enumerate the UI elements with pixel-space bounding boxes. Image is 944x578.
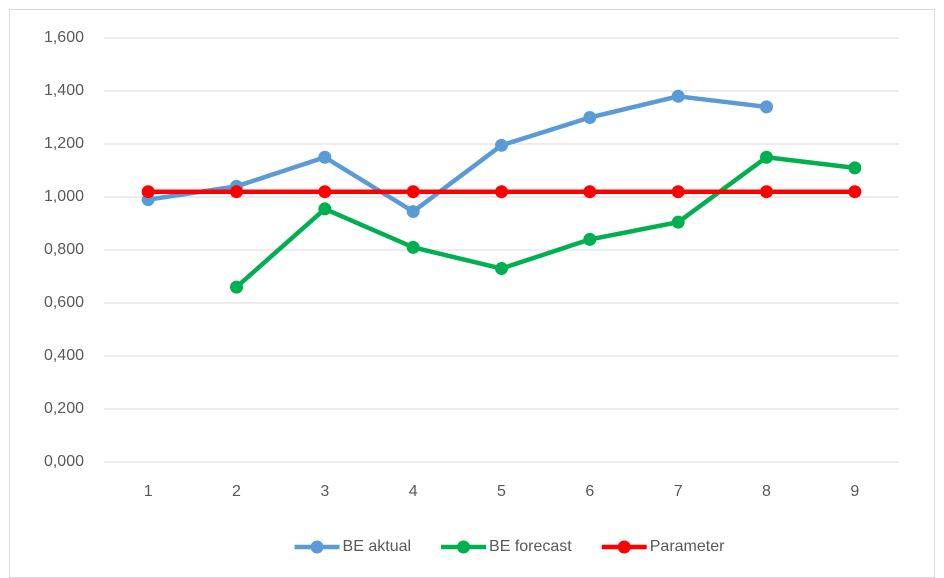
data-point — [495, 138, 508, 152]
data-point — [495, 262, 508, 276]
data-point — [230, 280, 243, 294]
legend-swatch-marker — [310, 540, 324, 554]
data-point — [406, 185, 420, 199]
data-point — [318, 150, 332, 164]
y-tick-label: 0,600 — [44, 294, 84, 311]
legend-swatch-marker — [457, 540, 471, 554]
x-tick-label: 5 — [497, 483, 506, 500]
data-point — [671, 89, 685, 103]
series-line — [234, 155, 858, 290]
data-point — [318, 202, 332, 216]
data-point — [760, 100, 773, 114]
x-tick-label: 7 — [674, 483, 683, 500]
x-tick-label: 6 — [585, 483, 594, 500]
series-line — [145, 94, 769, 214]
y-tick-label: 1,400 — [44, 82, 84, 99]
data-point — [848, 161, 862, 175]
data-point — [230, 185, 243, 199]
data-point — [406, 240, 420, 254]
data-point — [406, 205, 420, 219]
data-point — [583, 232, 597, 246]
data-point — [495, 185, 508, 199]
y-tick-label: 0,200 — [44, 400, 84, 417]
y-tick-label: 0,400 — [44, 347, 84, 364]
data-point — [583, 185, 597, 199]
y-tick-label: 0,800 — [44, 241, 84, 258]
x-tick-label: 9 — [850, 483, 859, 500]
data-point — [848, 185, 862, 199]
data-point — [671, 215, 685, 229]
data-point — [760, 185, 773, 199]
y-tick-label: 0,000 — [44, 453, 84, 470]
x-tick-label: 2 — [232, 483, 241, 500]
data-point — [760, 150, 773, 164]
x-tick-label: 8 — [762, 483, 771, 500]
y-tick-label: 1,600 — [44, 29, 84, 46]
y-tick-label: 1,000 — [44, 188, 84, 205]
data-point — [671, 185, 685, 199]
legend-swatch-marker — [617, 540, 631, 554]
data-point — [141, 185, 155, 199]
chart-frame — [9, 9, 935, 578]
y-tick-label: 1,200 — [44, 135, 84, 152]
legend-label: BE forecast — [489, 538, 572, 555]
x-tick-label: 1 — [144, 483, 153, 500]
legend-label: Parameter — [650, 538, 725, 555]
legend: BE aktual BE forecast Parameter — [294, 538, 725, 555]
x-tick-label: 3 — [320, 483, 329, 500]
legend-label: BE aktual — [343, 538, 411, 555]
x-tick-label: 4 — [409, 483, 418, 500]
data-point — [318, 185, 332, 199]
data-point — [583, 111, 597, 124]
